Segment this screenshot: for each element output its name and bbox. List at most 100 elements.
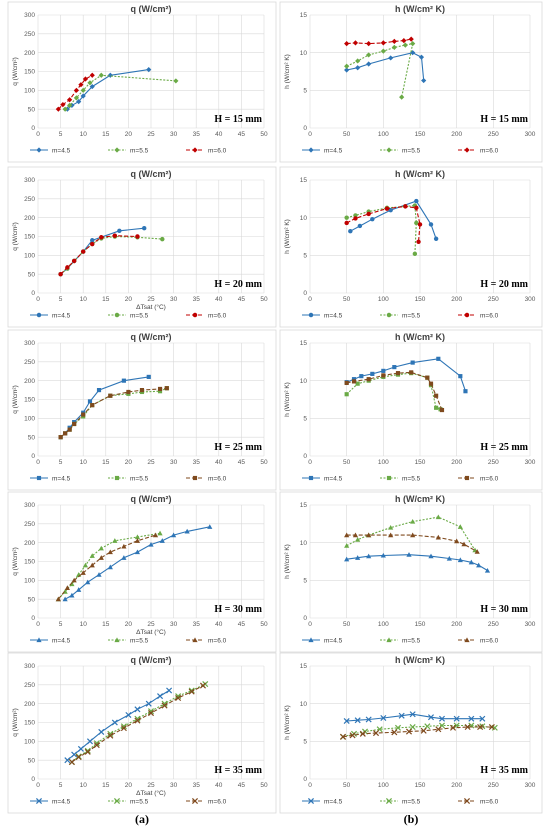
data-point xyxy=(117,228,122,234)
data-point xyxy=(157,386,163,392)
data-point xyxy=(355,381,360,386)
data-point xyxy=(175,694,182,702)
data-point xyxy=(89,553,95,558)
data-point xyxy=(78,82,84,88)
data-point xyxy=(75,754,82,761)
x-tick-label: 45 xyxy=(238,296,246,303)
data-point xyxy=(86,738,94,745)
data-point xyxy=(90,238,95,243)
x-tick-label: 20 xyxy=(125,782,133,789)
x-tick-label: 50 xyxy=(343,621,351,628)
legend-marker xyxy=(36,312,42,318)
y-tick-label: 10 xyxy=(300,50,308,57)
data-point xyxy=(380,714,387,722)
chart-a-row1: q (W/cm²) 0 50 100 150 200 250 300 0 5 10 15 20 25 30 3… xyxy=(7,1,277,163)
y-tick-label: 100 xyxy=(24,88,35,95)
series-line xyxy=(346,372,441,410)
data-point xyxy=(417,222,423,227)
y-tick-label: 100 xyxy=(24,253,35,260)
data-point xyxy=(435,534,441,540)
data-point xyxy=(98,545,104,551)
data-point xyxy=(406,552,412,557)
data-point xyxy=(421,77,427,84)
y-axis-label: q (W/cm²) xyxy=(12,222,19,251)
chart-frame xyxy=(7,166,277,328)
x-tick-label: 250 xyxy=(488,459,499,466)
data-point xyxy=(344,41,350,47)
y-tick-label: 0 xyxy=(303,125,307,132)
x-tick-label: 35 xyxy=(193,459,201,466)
data-point xyxy=(351,377,357,382)
data-point xyxy=(380,40,386,46)
data-point xyxy=(145,700,152,707)
legend-marker xyxy=(308,475,314,481)
x-tick-label: 250 xyxy=(488,131,499,138)
x-tick-label: 20 xyxy=(125,459,133,466)
height-annotation: H = 20 mm xyxy=(214,279,262,290)
x-tick-label: 100 xyxy=(378,782,389,789)
x-tick-label: 20 xyxy=(125,621,133,628)
chart-a-row3: q (W/cm²) 0 50 100 150 200 250 300 0 5 10 15 20 25 30 3… xyxy=(7,329,277,491)
series-m=6.0 xyxy=(68,682,207,766)
data-point xyxy=(98,555,104,560)
legend-marker xyxy=(464,147,470,153)
x-tick-label: 50 xyxy=(260,296,268,303)
x-tick-label: 100 xyxy=(378,621,389,628)
marker-stroke xyxy=(188,688,195,695)
data-point xyxy=(87,80,93,86)
chart-frame xyxy=(279,1,543,163)
data-point xyxy=(477,723,484,731)
data-point xyxy=(80,570,86,575)
x-tick-label: 150 xyxy=(415,782,426,789)
data-point xyxy=(401,38,407,44)
data-point xyxy=(98,72,104,78)
legend-marker xyxy=(464,312,470,318)
x-tick-label: 300 xyxy=(525,131,536,138)
series-m=4.5 xyxy=(344,50,427,84)
series-m=5.5 xyxy=(339,722,498,740)
data-point xyxy=(365,716,372,723)
marker-stroke xyxy=(134,715,141,722)
data-point xyxy=(405,728,413,735)
legend-label: m=4.5 xyxy=(324,312,343,319)
data-point xyxy=(366,377,371,382)
data-point xyxy=(398,712,405,719)
y-tick-label: 300 xyxy=(24,502,35,509)
y-tick-label: 300 xyxy=(24,663,35,670)
data-point xyxy=(403,204,408,209)
x-tick-label: 10 xyxy=(80,459,88,466)
marker-stroke xyxy=(409,723,416,731)
x-tick-label: 100 xyxy=(378,296,389,303)
data-point xyxy=(366,41,372,47)
marker-stroke xyxy=(409,711,416,718)
x-tick-label: 100 xyxy=(378,131,389,138)
marker-stroke xyxy=(98,728,105,735)
marker-stroke xyxy=(359,730,366,737)
marker-stroke xyxy=(479,715,486,722)
data-point xyxy=(96,388,102,393)
data-point xyxy=(380,48,386,54)
data-point xyxy=(146,67,152,73)
data-point xyxy=(348,229,353,234)
data-point xyxy=(73,87,80,93)
chart-title: h (W/cm² K) xyxy=(395,494,445,504)
y-tick-label: 0 xyxy=(303,453,307,460)
x-tick-label: 250 xyxy=(488,782,499,789)
marker-stroke xyxy=(394,724,402,731)
data-point xyxy=(134,715,141,722)
data-point xyxy=(410,518,416,524)
data-point xyxy=(63,431,68,436)
legend-entry: m=4.5 xyxy=(302,797,343,805)
x-tick-label: 10 xyxy=(80,621,88,628)
marker-stroke xyxy=(199,682,207,689)
legend-marker xyxy=(36,637,42,643)
data-point xyxy=(67,427,72,432)
marker-stroke xyxy=(449,724,457,731)
legend-entry: m=5.5 xyxy=(380,797,421,805)
y-tick-label: 15 xyxy=(300,340,308,347)
y-axis-label: q (W/cm²) xyxy=(12,708,19,737)
data-point xyxy=(89,72,95,78)
chart-frame xyxy=(7,491,277,653)
data-point xyxy=(89,562,95,568)
y-tick-label: 150 xyxy=(24,234,35,241)
